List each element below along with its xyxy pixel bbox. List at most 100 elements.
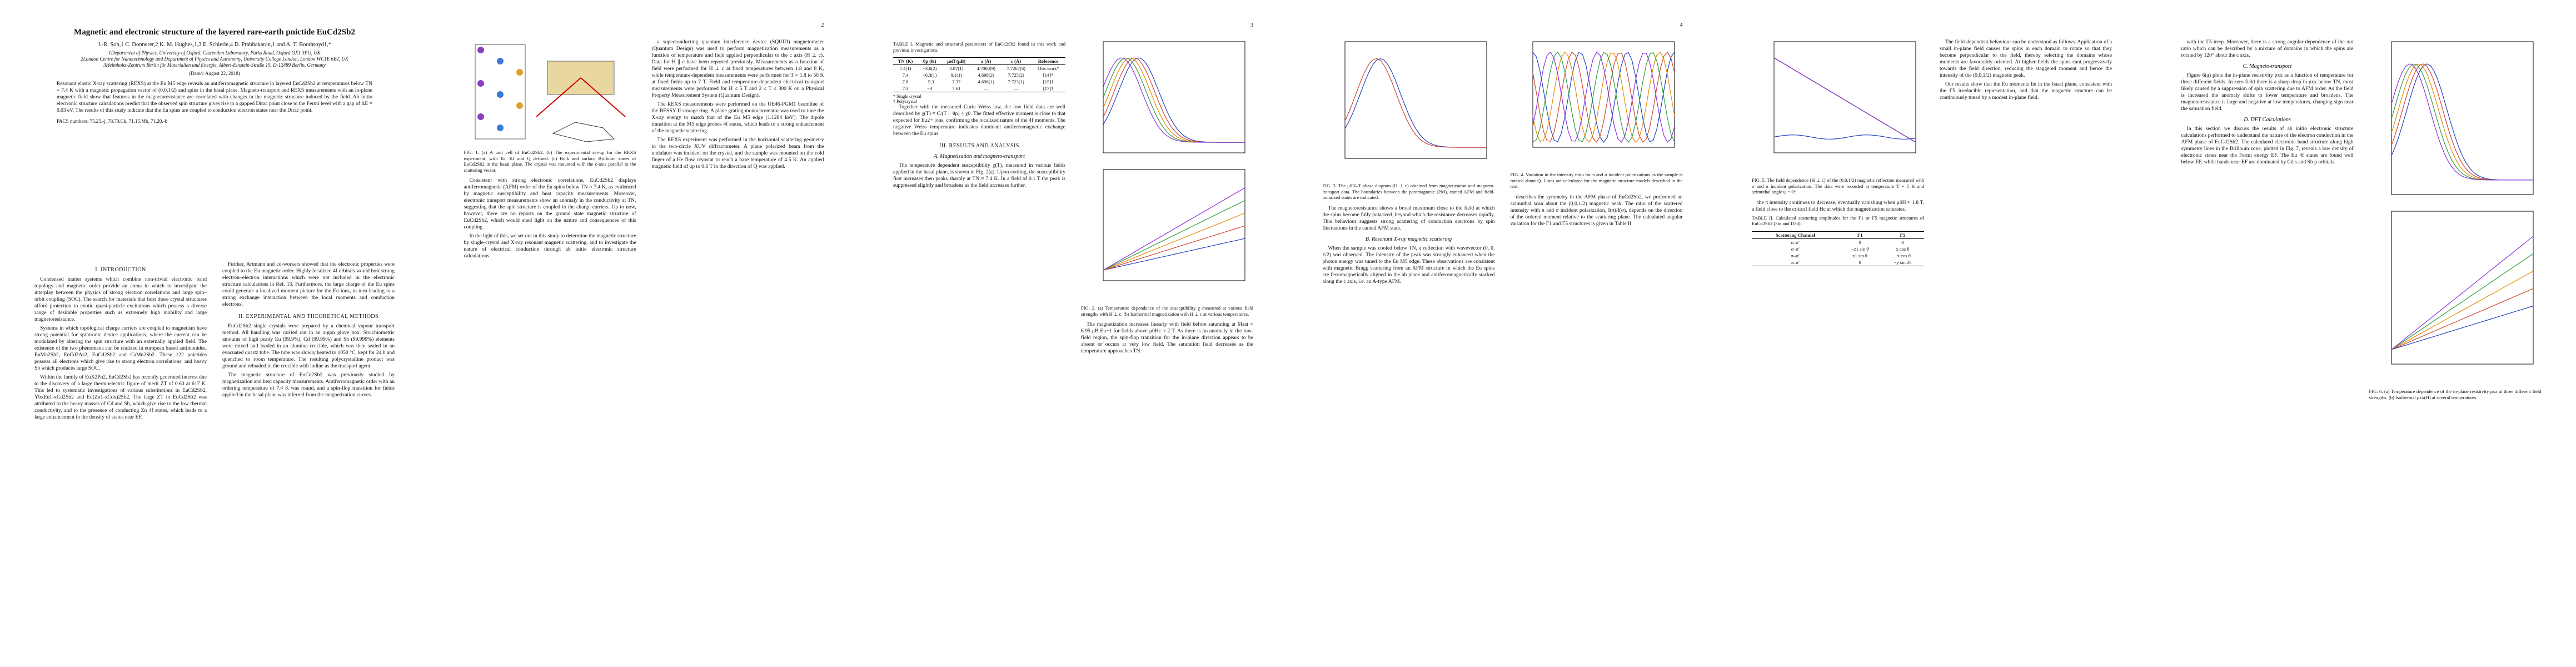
paragraph: The REXS experiment was performed in the… (651, 137, 824, 170)
table-cell: σ–σ′ (1791, 239, 1800, 245)
table-cell: 7.61 (952, 86, 961, 91)
paragraph: Together with the measured Curie–Weiss l… (893, 104, 1065, 137)
affiliation: 2London Centre for Nanotechnology and De… (81, 56, 348, 62)
table-header-row: Scattering Channel Γ1 Γ5 (1752, 231, 1924, 238)
data-table: Scattering Channel Γ1 Γ5 σ–σ′ 0 0 σ–π′ −z1 sin … (1752, 231, 1924, 266)
table-row: 7.3 −3 7.61 — — [17]† (893, 85, 1065, 92)
affiliation: 1Department of Physics, University of Ox… (108, 50, 321, 56)
figure-shape (552, 122, 615, 142)
table-body: σ–σ′ 0 0 σ–π′ −z1 sin θ x cos θ π–σ′ z1 sin θ −x… (1752, 238, 1924, 266)
figure-graphic (2390, 41, 2533, 365)
figure-shape (1532, 51, 1675, 143)
table-header-cell: Γ1 (1857, 232, 1863, 238)
paragraph: In the light of this, we set out in this… (464, 233, 636, 259)
text-column: FIG. 2. (a) Temperature dependence of th… (1081, 39, 1253, 631)
paragraph: In this section we discuss the results o… (2181, 126, 2354, 165)
paragraph: Our results show that the Eu moments lie… (1940, 81, 2112, 101)
figure-shape (2390, 63, 2533, 181)
figure-caption: FIG. 1. (a) A unit cell of EuCd2Sb2. (b)… (464, 150, 636, 173)
table-cell: 7.4 (902, 72, 909, 78)
figure-shape (2391, 288, 2533, 350)
table-row: 7.4(1) −3.6(2) 8.07(1) 4.7000(9) 7.7267(6) Th… (893, 65, 1065, 72)
figure-shape (1344, 41, 1487, 159)
table-cell: z1 sin θ (1852, 252, 1867, 258)
subsection-heading: D. DFT Calculations (2244, 117, 2291, 123)
table-cell: 8.07(1) (949, 66, 964, 71)
table-row: 7.8 −5.3 7.37 4.698(1) 7.723(1) [15]† (893, 78, 1065, 85)
table-cell: −6.3(1) (922, 72, 937, 78)
text-column: FIG. 6. (a) Temperature dependence of th… (2369, 39, 2542, 631)
table-cell: −3 (927, 86, 933, 91)
paragraph: Consistent with strong electronic correl… (464, 177, 636, 230)
figure-shape (2390, 63, 2533, 181)
figure-shape (1103, 57, 1245, 143)
table-cell: 8.1(1) (950, 72, 963, 78)
figure-shape (477, 80, 484, 87)
figure-shape (1103, 57, 1245, 143)
figure-shape (2390, 63, 2533, 181)
figure-shape (1532, 51, 1675, 143)
figure-shape (2391, 271, 2533, 350)
subsection-heading: C. Magneto-transport (2243, 63, 2292, 69)
table-block: TABLE I. Magnetic and structural paramet… (893, 41, 1065, 104)
table-cell: This work* (1037, 66, 1059, 71)
text-column: Further, Artmann and co-workers showed t… (222, 261, 395, 631)
table-row: 7.4 −6.3(1) 8.1(1) 4.698(2) 7.725(2) [14]* (893, 72, 1065, 78)
paragraph: Condensed matter systems which combine n… (34, 276, 207, 322)
table-header-cell: Scattering Channel (1775, 232, 1815, 238)
text-column: FIG. 5. The field dependence (H ⊥ c) of … (1752, 39, 1924, 631)
table-cell: — (983, 86, 989, 91)
paper-title: Magnetic and electronic structure of the… (74, 28, 355, 37)
figure-shape (2390, 63, 2533, 181)
table-row: σ–π′ −z1 sin θ x cos θ (1752, 246, 1924, 252)
paragraph: The magnetization increases linearly wit… (1081, 321, 1253, 354)
figure-shape (477, 47, 484, 53)
table-cell: 7.725(2) (1008, 72, 1024, 78)
figure-shape (1532, 51, 1675, 143)
text-column: TABLE I. Magnetic and structural paramet… (893, 39, 1065, 631)
subsection-heading: B. Resonant X-ray magnetic scattering (1365, 236, 1452, 242)
paragraph: Within the family of EuX2Pn2, EuCd2Sb2 h… (34, 374, 207, 420)
figure-shape (2391, 305, 2533, 350)
paragraph: When the sample was cooled below TN, a r… (1322, 245, 1495, 285)
figure: FIG. 6. (a) Temperature dependence of th… (2369, 39, 2542, 400)
figure-shape (1344, 58, 1487, 148)
section-heading: I. INTRODUCTION (95, 267, 146, 273)
text-column: FIG. 3. The μ0H–T phase diagram (H ⊥ c) … (1323, 39, 1495, 631)
table-note: * Single crystal (893, 94, 921, 99)
figure-caption: FIG. 5. The field dependence (H ⊥ c) of … (1752, 177, 1924, 195)
table-cell: 7.8 (902, 79, 909, 84)
figure-shape (580, 77, 626, 117)
paragraph: the π intensity continues to decrease, e… (1752, 199, 1924, 212)
figure-caption: FIG. 2. (a) Temperature dependence of th… (1081, 305, 1253, 317)
figure-shape (496, 125, 504, 131)
table-head: TN (K) θp (K) μeff (μB) a (Å) c (Å) Reference (893, 57, 1065, 65)
figure-graphic (1773, 41, 1916, 153)
figure-shape (496, 58, 504, 64)
figure-shape (1344, 58, 1487, 148)
figure: FIG. 2. (a) Temperature dependence of th… (1081, 39, 1253, 317)
figure-shape (535, 77, 581, 117)
table-cell: 0 (1858, 239, 1861, 245)
table-caption: TABLE II. Calculated scattering amplitud… (1752, 215, 1924, 227)
figure-shape (1103, 212, 1245, 271)
table-row: π–π′ 0 −y sin 2θ (1752, 259, 1924, 266)
figure-shape (1773, 57, 1916, 143)
table-header-cell: a (Å) (981, 58, 991, 64)
figure-shape (1103, 238, 1245, 271)
table-cell: [14]* (1043, 72, 1054, 78)
table-cell: 7.7267(6) (1007, 66, 1025, 71)
affiliation: 3Helmholtz-Zentrum Berlin für Materialie… (103, 62, 326, 68)
page-number: 4 (1680, 22, 1683, 28)
figure-shape (516, 102, 523, 109)
page: 4 FIG. 3. The μ0H–T phase diagram (H ⊥ c)… (1288, 0, 1717, 667)
figure-graphic (475, 44, 626, 142)
data-table: TN (K) θp (K) μeff (μB) a (Å) c (Å) Reference… (893, 57, 1065, 92)
figure-shape (1103, 57, 1245, 143)
page: FIG. 5. The field dependence (H ⊥ c) of … (1717, 0, 2146, 667)
paragraph: Further, Artmann and co-workers showed t… (222, 261, 395, 307)
figure-shape (2391, 211, 2533, 365)
figure-shape (2390, 63, 2533, 181)
